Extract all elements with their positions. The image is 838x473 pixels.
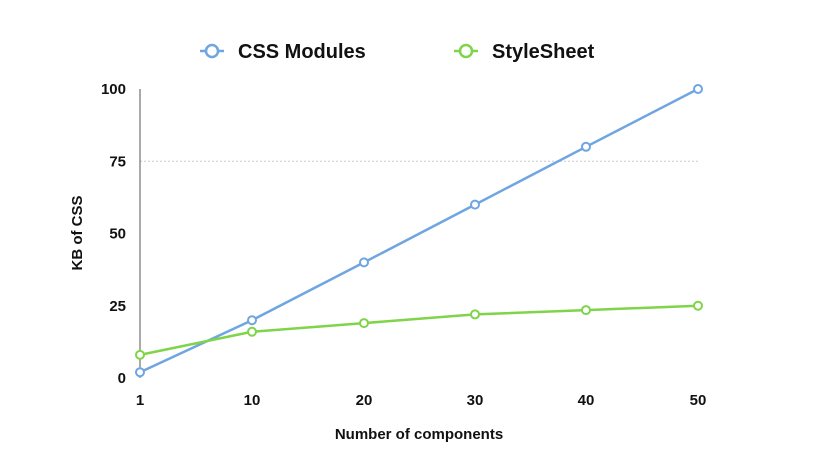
y-tick-label: 100 <box>101 81 126 98</box>
x-tick-label: 20 <box>356 392 373 409</box>
legend-label: CSS Modules <box>238 41 366 63</box>
data-point-css-modules <box>247 315 257 326</box>
data-point-css-modules <box>581 141 591 152</box>
data-point-stylesheet <box>135 349 145 360</box>
data-point-css-modules <box>470 199 480 210</box>
y-tick-label: 75 <box>109 153 126 170</box>
legend: CSS Modules StyleSheet <box>200 41 595 63</box>
legend-marker <box>458 43 474 59</box>
legend-label: StyleSheet <box>492 41 595 63</box>
data-point-stylesheet <box>581 305 591 316</box>
data-point-css-modules <box>359 257 369 268</box>
x-tick-label: 40 <box>578 392 595 409</box>
x-axis-label: Number of components <box>335 426 503 443</box>
y-tick-labels: 0 25 50 75 100 <box>101 81 126 387</box>
x-tick-label: 10 <box>244 392 261 409</box>
legend-item-css-modules: CSS Modules <box>200 41 366 63</box>
series-layer <box>135 84 703 378</box>
y-tick-label: 50 <box>109 226 126 243</box>
data-point-stylesheet <box>693 300 703 311</box>
legend-marker <box>204 43 220 59</box>
x-tick-labels: 1 10 20 30 40 50 <box>136 392 707 409</box>
x-tick-label: 1 <box>136 392 144 409</box>
x-tick-label: 30 <box>467 392 484 409</box>
data-point-stylesheet <box>359 318 369 329</box>
series-line-css-modules <box>139 87 699 374</box>
series-line-stylesheet <box>139 304 699 357</box>
x-tick-label: 50 <box>690 392 707 409</box>
legend-item-stylesheet: StyleSheet <box>454 41 595 63</box>
y-tick-label: 0 <box>118 370 126 387</box>
data-point-stylesheet <box>247 326 257 337</box>
y-tick-label: 25 <box>109 298 126 315</box>
series-stylesheet <box>135 300 703 360</box>
y-axis-label: KB of CSS <box>69 196 86 271</box>
data-point-stylesheet <box>470 309 480 320</box>
data-point-css-modules <box>135 367 145 378</box>
data-point-css-modules <box>693 84 703 94</box>
series-css-modules <box>135 84 703 378</box>
